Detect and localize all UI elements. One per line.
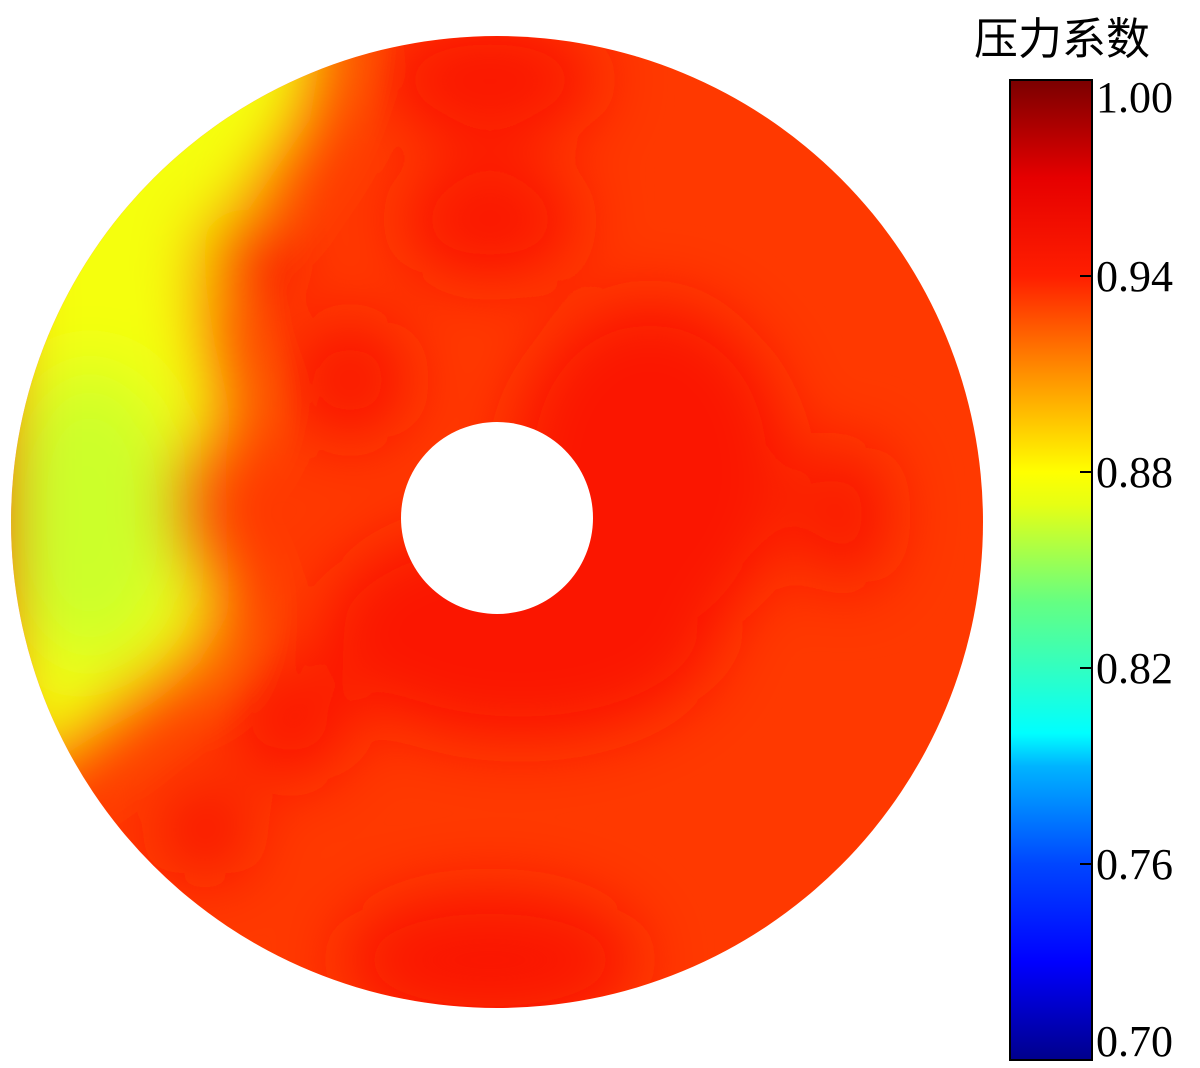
field-region-right [510,300,790,640]
colorbar: 压力系数 1.00 0.94 0.88 0.82 0.76 0.70 [974,14,1173,1066]
colorbar-tick-label: 0.76 [1096,840,1173,889]
field-blobs [11,36,890,1008]
field-region-upper-left [200,210,290,300]
colorbar-tick-label: 0.82 [1096,644,1173,693]
field-region-bottom-left [160,785,250,875]
field-region-right-lobe [800,445,890,585]
field-region-top [380,36,600,140]
field-region-left-core [11,365,180,665]
colorbar-tick-label: 0.94 [1096,252,1173,301]
colorbar-gradient [1009,79,1093,1061]
field-region-top-inner [400,160,580,280]
field-region-lower-left [230,660,350,780]
colorbar-tick-label: 1.00 [1096,73,1173,122]
colorbar-title: 压力系数 [974,14,1150,65]
colorbar-tick-label: 0.88 [1096,448,1173,497]
field-region-bottom [340,890,640,1008]
colorbar-ticks: 1.00 0.94 0.88 0.82 0.76 0.70 [1080,73,1173,1066]
contour-field [0,0,1000,1068]
field-region-left-middle [290,320,410,440]
colorbar-tick-label: 0.70 [1096,1017,1173,1066]
